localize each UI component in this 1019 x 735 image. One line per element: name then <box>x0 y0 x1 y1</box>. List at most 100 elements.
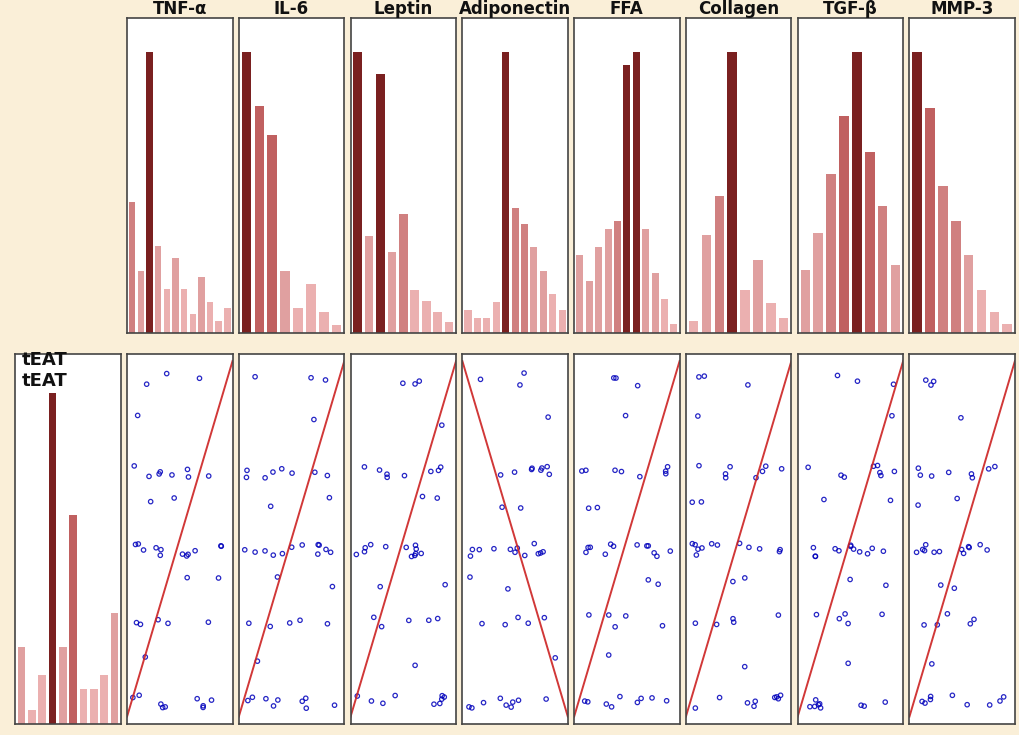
Point <box>497 699 514 711</box>
Bar <box>512 208 518 333</box>
Bar <box>604 229 611 333</box>
Point <box>201 470 217 482</box>
Point <box>152 550 168 562</box>
Point <box>274 548 290 559</box>
Title: MMP-3: MMP-3 <box>929 0 993 18</box>
Point <box>739 697 755 709</box>
Point <box>769 693 786 705</box>
Point <box>533 462 549 474</box>
Point <box>307 467 323 478</box>
Bar <box>267 135 277 333</box>
Point <box>530 548 546 559</box>
Point <box>751 543 767 555</box>
Point <box>538 461 554 473</box>
Point <box>532 465 548 476</box>
Point <box>842 540 858 552</box>
Point <box>638 540 654 552</box>
Point <box>689 410 705 422</box>
Bar <box>155 245 161 333</box>
Point <box>471 544 487 556</box>
Point <box>374 698 390 709</box>
Point <box>757 460 773 472</box>
Point <box>152 466 168 478</box>
Point <box>806 700 822 712</box>
Bar <box>779 318 788 333</box>
Bar <box>17 648 25 724</box>
Point <box>693 542 709 554</box>
Title: Collagen: Collagen <box>697 0 779 18</box>
Point <box>653 620 669 631</box>
Point <box>356 461 372 473</box>
Point <box>505 466 522 478</box>
Bar <box>387 252 395 333</box>
Point <box>160 617 176 629</box>
Point <box>643 692 659 704</box>
Bar <box>464 309 471 333</box>
Bar <box>714 196 723 333</box>
Bar <box>548 294 555 333</box>
Point <box>839 617 855 629</box>
Point <box>128 617 145 628</box>
Point <box>130 689 147 701</box>
Point <box>826 543 843 555</box>
Point <box>157 701 173 713</box>
Point <box>979 463 996 475</box>
Point <box>649 578 665 590</box>
Point <box>771 544 788 556</box>
Point <box>432 462 448 473</box>
Point <box>291 614 308 626</box>
Point <box>379 471 395 483</box>
Bar <box>558 309 566 333</box>
Point <box>971 539 987 551</box>
Point <box>963 472 979 484</box>
Point <box>876 696 893 708</box>
Point <box>882 410 899 422</box>
Point <box>273 463 289 475</box>
Title: TNF-α: TNF-α <box>153 0 207 18</box>
Bar <box>138 270 144 333</box>
Point <box>429 613 445 625</box>
Point <box>923 658 940 670</box>
Point <box>629 697 645 709</box>
Point <box>577 465 593 476</box>
Point <box>606 465 623 476</box>
Point <box>648 551 664 562</box>
Point <box>502 701 519 713</box>
Point <box>491 692 507 704</box>
Bar <box>69 515 77 724</box>
Point <box>238 465 255 476</box>
Point <box>464 702 480 714</box>
Point <box>539 412 555 423</box>
Point <box>576 695 592 707</box>
Point <box>132 618 149 630</box>
Point <box>407 659 423 671</box>
Bar <box>207 302 213 333</box>
Point <box>319 470 335 481</box>
Point <box>178 550 195 562</box>
Point <box>658 695 675 706</box>
Point <box>130 538 147 550</box>
Point <box>400 614 417 626</box>
Point <box>179 464 196 476</box>
Point <box>537 693 553 705</box>
Point <box>186 545 203 556</box>
Bar <box>864 152 873 333</box>
Point <box>249 656 265 667</box>
Point <box>396 470 413 481</box>
Point <box>695 370 711 382</box>
Point <box>845 543 861 555</box>
Point <box>247 371 263 383</box>
Point <box>508 542 525 554</box>
Point <box>378 468 394 480</box>
Point <box>523 464 539 476</box>
Point <box>606 621 623 633</box>
Point <box>725 576 741 587</box>
Point <box>397 542 414 553</box>
Point <box>909 462 925 474</box>
Point <box>740 542 756 553</box>
Point <box>496 619 513 631</box>
Bar <box>669 324 677 333</box>
Bar <box>242 52 251 333</box>
Bar <box>59 648 66 724</box>
Point <box>766 692 783 703</box>
